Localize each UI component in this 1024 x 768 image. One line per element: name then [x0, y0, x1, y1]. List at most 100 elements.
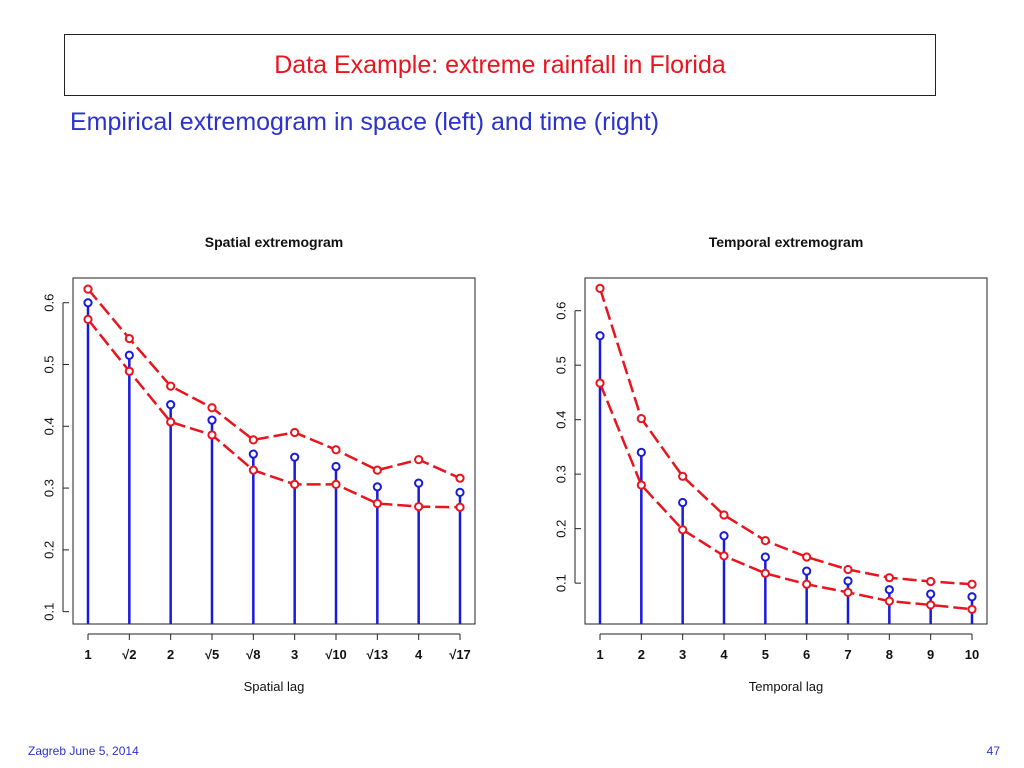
- plot-area: [595, 283, 977, 624]
- plot-frame: [584, 277, 988, 625]
- x-tick-label: √8: [246, 647, 260, 662]
- estimate-point: [372, 482, 382, 492]
- slide-subtitle: Empirical extremogram in space (left) an…: [70, 108, 660, 136]
- lower-bound-point: [455, 502, 465, 512]
- lower-bound-point: [719, 551, 729, 561]
- estimate-point: [124, 350, 134, 360]
- lower-bound-point: [207, 430, 217, 440]
- y-tick-label: 0.4: [554, 411, 569, 429]
- lower-bound-point: [595, 378, 605, 388]
- estimate-point: [248, 449, 258, 459]
- lower-bound-line: [598, 382, 973, 611]
- x-tick-label: 6: [803, 647, 810, 662]
- y-tick-label: 0.4: [42, 417, 57, 435]
- lower-bound-point: [372, 498, 382, 509]
- lower-bound-point: [843, 587, 853, 597]
- upper-bound-point: [455, 473, 465, 483]
- upper-bound-point: [372, 465, 382, 475]
- lower-bound-point: [678, 525, 688, 535]
- lower-bound-point: [166, 417, 176, 427]
- lower-bound-point: [124, 366, 134, 376]
- estimate-point: [166, 400, 176, 410]
- chart-title: Spatial extremogram: [205, 234, 344, 250]
- estimate-point: [884, 585, 894, 595]
- estimate-point: [678, 497, 688, 508]
- upper-bound-point: [331, 445, 341, 455]
- y-tick-label: 0.6: [42, 294, 57, 312]
- y-tick-label: 0.3: [554, 465, 569, 483]
- x-tick-label: √13: [367, 647, 389, 662]
- estimate-point: [802, 566, 812, 576]
- x-tick-label: 5: [762, 647, 769, 662]
- x-tick-label: 2: [167, 647, 174, 662]
- slide-title: Data Example: extreme rainfall in Florid…: [274, 50, 726, 79]
- y-tick-label: 0.3: [42, 479, 57, 497]
- lower-bound-point: [926, 600, 936, 610]
- lower-bound-point: [331, 479, 341, 489]
- upper-bound-point: [207, 403, 217, 413]
- y-tick-label: 0.5: [42, 355, 57, 373]
- estimate-point: [636, 447, 646, 457]
- y-tick-label: 0.2: [554, 520, 569, 538]
- x-axis-label: Spatial lag: [244, 679, 305, 694]
- y-tick-label: 0.5: [554, 356, 569, 374]
- upper-bound-point: [884, 573, 894, 583]
- x-tick-label: 2: [638, 647, 645, 662]
- footer-date: Zagreb June 5, 2014: [28, 744, 139, 758]
- x-tick-label: 3: [291, 647, 298, 662]
- estimate-point: [760, 552, 770, 562]
- plot-frame: [72, 277, 476, 625]
- spatial-extremogram-chart: Spatial extremogram 0.1 0.2 0.3 0.4 0.5 0.6 1 √2…: [42, 234, 476, 694]
- y-tick-label: 0.1: [42, 603, 57, 621]
- upper-bound-point: [843, 564, 853, 575]
- estimate-point: [207, 415, 217, 425]
- upper-bound-point: [719, 510, 729, 520]
- x-tick-label: 4: [415, 647, 423, 662]
- page-number: 47: [986, 744, 1000, 758]
- estimate-point: [290, 452, 300, 462]
- lower-bound-point: [884, 596, 894, 606]
- x-tick-label: 7: [844, 647, 851, 662]
- slide-title-box: Data Example: extreme rainfall in Florid…: [64, 34, 936, 96]
- upper-bound-line: [598, 287, 973, 586]
- upper-bound-point: [124, 333, 134, 344]
- estimate-point: [719, 531, 729, 541]
- upper-bound-point: [678, 471, 688, 481]
- estimate-point: [331, 461, 341, 472]
- x-tick-label: √10: [325, 647, 347, 662]
- lower-bound-point: [802, 579, 812, 589]
- x-tick-label: 1: [84, 647, 91, 662]
- chart-title: Temporal extremogram: [709, 234, 864, 250]
- y-tick-label: 0.6: [554, 302, 569, 320]
- x-tick-label: √2: [122, 647, 136, 662]
- upper-bound-point: [290, 427, 300, 438]
- upper-bound-point: [248, 435, 258, 445]
- upper-bound-point: [166, 381, 176, 391]
- y-tick-label: 0.2: [42, 541, 57, 559]
- lower-bound-point: [636, 480, 646, 490]
- x-tick-label: 1: [596, 647, 603, 662]
- upper-bound-point: [83, 284, 93, 294]
- lower-bound-point: [760, 568, 770, 578]
- lower-bound-point: [248, 465, 258, 475]
- lower-bound-point: [83, 314, 93, 324]
- lower-bound-point: [967, 604, 977, 614]
- upper-bound-line: [87, 288, 461, 480]
- y-tick-label: 0.1: [554, 574, 569, 592]
- x-tick-label: 9: [927, 647, 934, 662]
- temporal-extremogram-chart: Temporal extremogram 0.1 0.2 0.3 0.4 0.5 0.6 1 2…: [554, 234, 988, 694]
- lower-bound-point: [290, 479, 300, 489]
- estimate-point: [595, 331, 605, 341]
- estimate-point: [926, 589, 936, 599]
- upper-bound-point: [760, 536, 770, 546]
- upper-bound-point: [595, 283, 605, 293]
- lower-bound-line: [87, 318, 461, 509]
- estimate-point: [414, 478, 424, 488]
- plot-area: [83, 284, 465, 624]
- x-tick-label: √5: [205, 647, 219, 662]
- x-tick-label: 4: [720, 647, 728, 662]
- upper-bound-point: [926, 576, 936, 587]
- x-tick-label: 8: [886, 647, 893, 662]
- estimate-point: [83, 298, 93, 308]
- estimate-point: [967, 592, 977, 602]
